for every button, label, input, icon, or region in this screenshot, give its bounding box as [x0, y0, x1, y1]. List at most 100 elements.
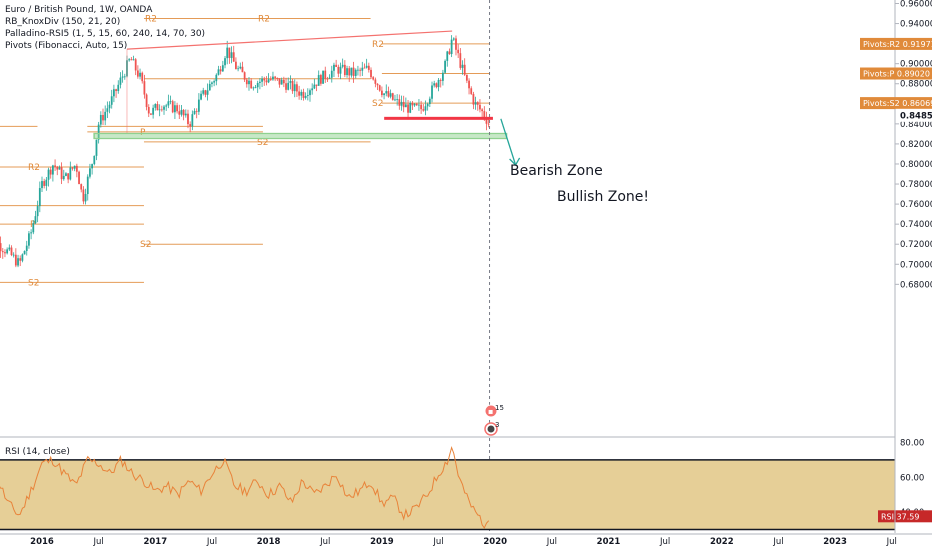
- candle-body: [339, 66, 342, 74]
- candle-body: [230, 52, 233, 58]
- candle-body: [269, 79, 272, 81]
- candle-body: [193, 110, 196, 115]
- candle-body: [337, 66, 340, 74]
- candle-body: [311, 88, 314, 91]
- candle-body: [306, 95, 309, 96]
- forecast-arrow-line: [500, 118, 517, 166]
- candle-body: [404, 104, 407, 108]
- candle-body: [341, 64, 344, 67]
- candle-body: [58, 167, 61, 170]
- candle-body: [422, 109, 425, 111]
- candle-body: [285, 83, 287, 90]
- candle-body: [80, 184, 83, 190]
- pivot-price-text: Pivots:S2 0.86069: [863, 99, 932, 108]
- pivot-label: S2: [28, 278, 39, 288]
- candle-body: [324, 70, 327, 79]
- candle-body: [25, 245, 28, 251]
- candle-body: [117, 84, 120, 92]
- candle-body: [156, 103, 159, 111]
- candle-body: [378, 85, 381, 91]
- candle-body: [106, 108, 109, 112]
- pivot-price-box: [860, 67, 932, 80]
- candle-body: [352, 67, 355, 76]
- pivot-label: R2: [28, 163, 40, 173]
- x-tick-label: 2022: [710, 537, 734, 547]
- event-badge-bottom[interactable]: 3: [484, 421, 499, 436]
- candle-body: [130, 59, 133, 61]
- candle-body: [206, 90, 209, 95]
- candle-body: [468, 80, 470, 89]
- candle-body: [167, 101, 170, 106]
- candle-body: [287, 82, 290, 90]
- candle-body: [143, 81, 146, 95]
- candle-body: [254, 87, 257, 89]
- candle-body: [446, 51, 449, 61]
- pivot-price-text: Pivots:R2 0.91971: [863, 40, 932, 49]
- candle-body: [472, 93, 475, 105]
- candle-body: [304, 95, 307, 98]
- candle-body: [235, 61, 237, 70]
- candle-body: [226, 47, 229, 59]
- candle-body: [158, 109, 161, 111]
- candle-body: [189, 124, 192, 127]
- candle-body: [200, 93, 202, 100]
- candle-body: [278, 78, 281, 85]
- candle-body: [485, 117, 488, 124]
- candle-body: [315, 84, 318, 86]
- candle-body: [213, 81, 216, 83]
- candle-body: [389, 93, 392, 97]
- candle-body: [211, 82, 213, 84]
- candle-body: [38, 188, 41, 207]
- candle-body: [398, 99, 401, 106]
- candle-body: [202, 90, 205, 94]
- candle-body: [176, 105, 178, 112]
- candle-body: [113, 89, 115, 97]
- candle-body: [261, 78, 263, 82]
- candle-body: [97, 124, 100, 140]
- candle-body: [95, 139, 98, 156]
- candle-body: [381, 90, 383, 96]
- trendline: [126, 30, 453, 50]
- candle-body: [374, 79, 377, 84]
- pivot-label: S2: [372, 99, 383, 109]
- candle-body: [221, 65, 224, 72]
- candlesticks: [0, 35, 490, 268]
- candle-body: [43, 181, 46, 186]
- candle-body: [483, 111, 486, 118]
- candle-body: [160, 109, 163, 111]
- forecast-arrow-head: [509, 157, 521, 167]
- candle-body: [272, 76, 274, 80]
- x-tick-label: Jul: [206, 537, 217, 547]
- candle-body: [330, 70, 333, 78]
- candle-body: [276, 77, 279, 79]
- candle-body: [82, 189, 85, 202]
- candle-body: [150, 113, 152, 115]
- y-tick-label: 0.76000: [900, 200, 932, 210]
- candle-body: [217, 69, 220, 75]
- candle-body: [455, 38, 457, 50]
- pivot-label: S2: [257, 138, 268, 148]
- candle-body: [99, 114, 102, 125]
- candle-body: [184, 113, 187, 116]
- pivot-levels: R2R2S2PS2R2PS2S2R2: [0, 15, 490, 288]
- candle-body: [250, 80, 253, 89]
- y-tick-label: 0.70000: [900, 260, 932, 270]
- rsi-value-text: RSI 37.59: [881, 512, 919, 521]
- y-tick-label: 0.94000: [900, 20, 932, 30]
- candle-body: [415, 103, 418, 106]
- candle-body: [45, 179, 48, 186]
- candle-body: [343, 64, 346, 76]
- candle-body: [228, 47, 231, 58]
- candle-body: [145, 94, 148, 108]
- candle-body: [239, 66, 242, 69]
- candle-body: [383, 93, 385, 96]
- candle-body: [394, 99, 396, 101]
- event-badge-top[interactable]: ▪ 15: [484, 404, 504, 418]
- y-tick-label: 0.72000: [900, 240, 932, 250]
- candle-body: [363, 67, 366, 69]
- candle-body: [195, 110, 198, 112]
- legend-knoxdiv: RB_KnoxDiv (150, 21, 20): [5, 17, 120, 27]
- candle-body: [302, 91, 305, 98]
- pivot-price-text: Pivots:P 0.89020: [863, 70, 930, 79]
